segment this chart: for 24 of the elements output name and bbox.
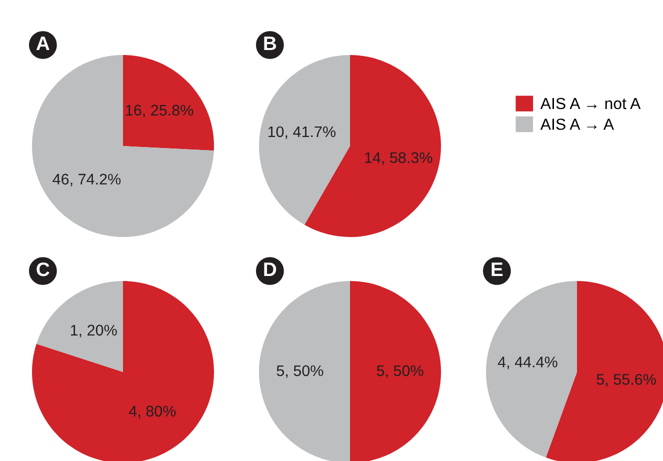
chart-title: B <box>264 36 276 50</box>
data-label: 16, 25.8% <box>126 104 194 118</box>
pie-slice <box>259 281 350 461</box>
data-label: 14, 58.3% <box>365 152 432 165</box>
chart-title: D <box>264 262 276 276</box>
pie-slice <box>123 55 214 151</box>
data-label: 10, 41.7% <box>268 126 336 139</box>
data-label: 1, 20% <box>70 324 117 338</box>
chart-title: A <box>36 36 50 50</box>
data-label: 4, 80% <box>128 406 176 418</box>
chart-title: C <box>36 262 50 276</box>
pie-slice <box>32 281 214 461</box>
data-label: 46, 74.2% <box>52 174 121 186</box>
pie-slice <box>32 55 214 237</box>
pie-slice <box>259 55 350 225</box>
pie-slice <box>36 281 123 372</box>
legend-label: AIS A → A <box>540 118 614 130</box>
pie-slice <box>350 281 441 461</box>
data-label: 5, 50% <box>276 365 324 378</box>
data-label: 5, 55.6% <box>596 374 656 387</box>
legend-label: AIS A → not A <box>540 98 641 110</box>
data-label: 4, 44.4% <box>498 356 558 370</box>
chart-title: E <box>492 262 503 276</box>
data-label: 5, 50% <box>376 365 424 378</box>
